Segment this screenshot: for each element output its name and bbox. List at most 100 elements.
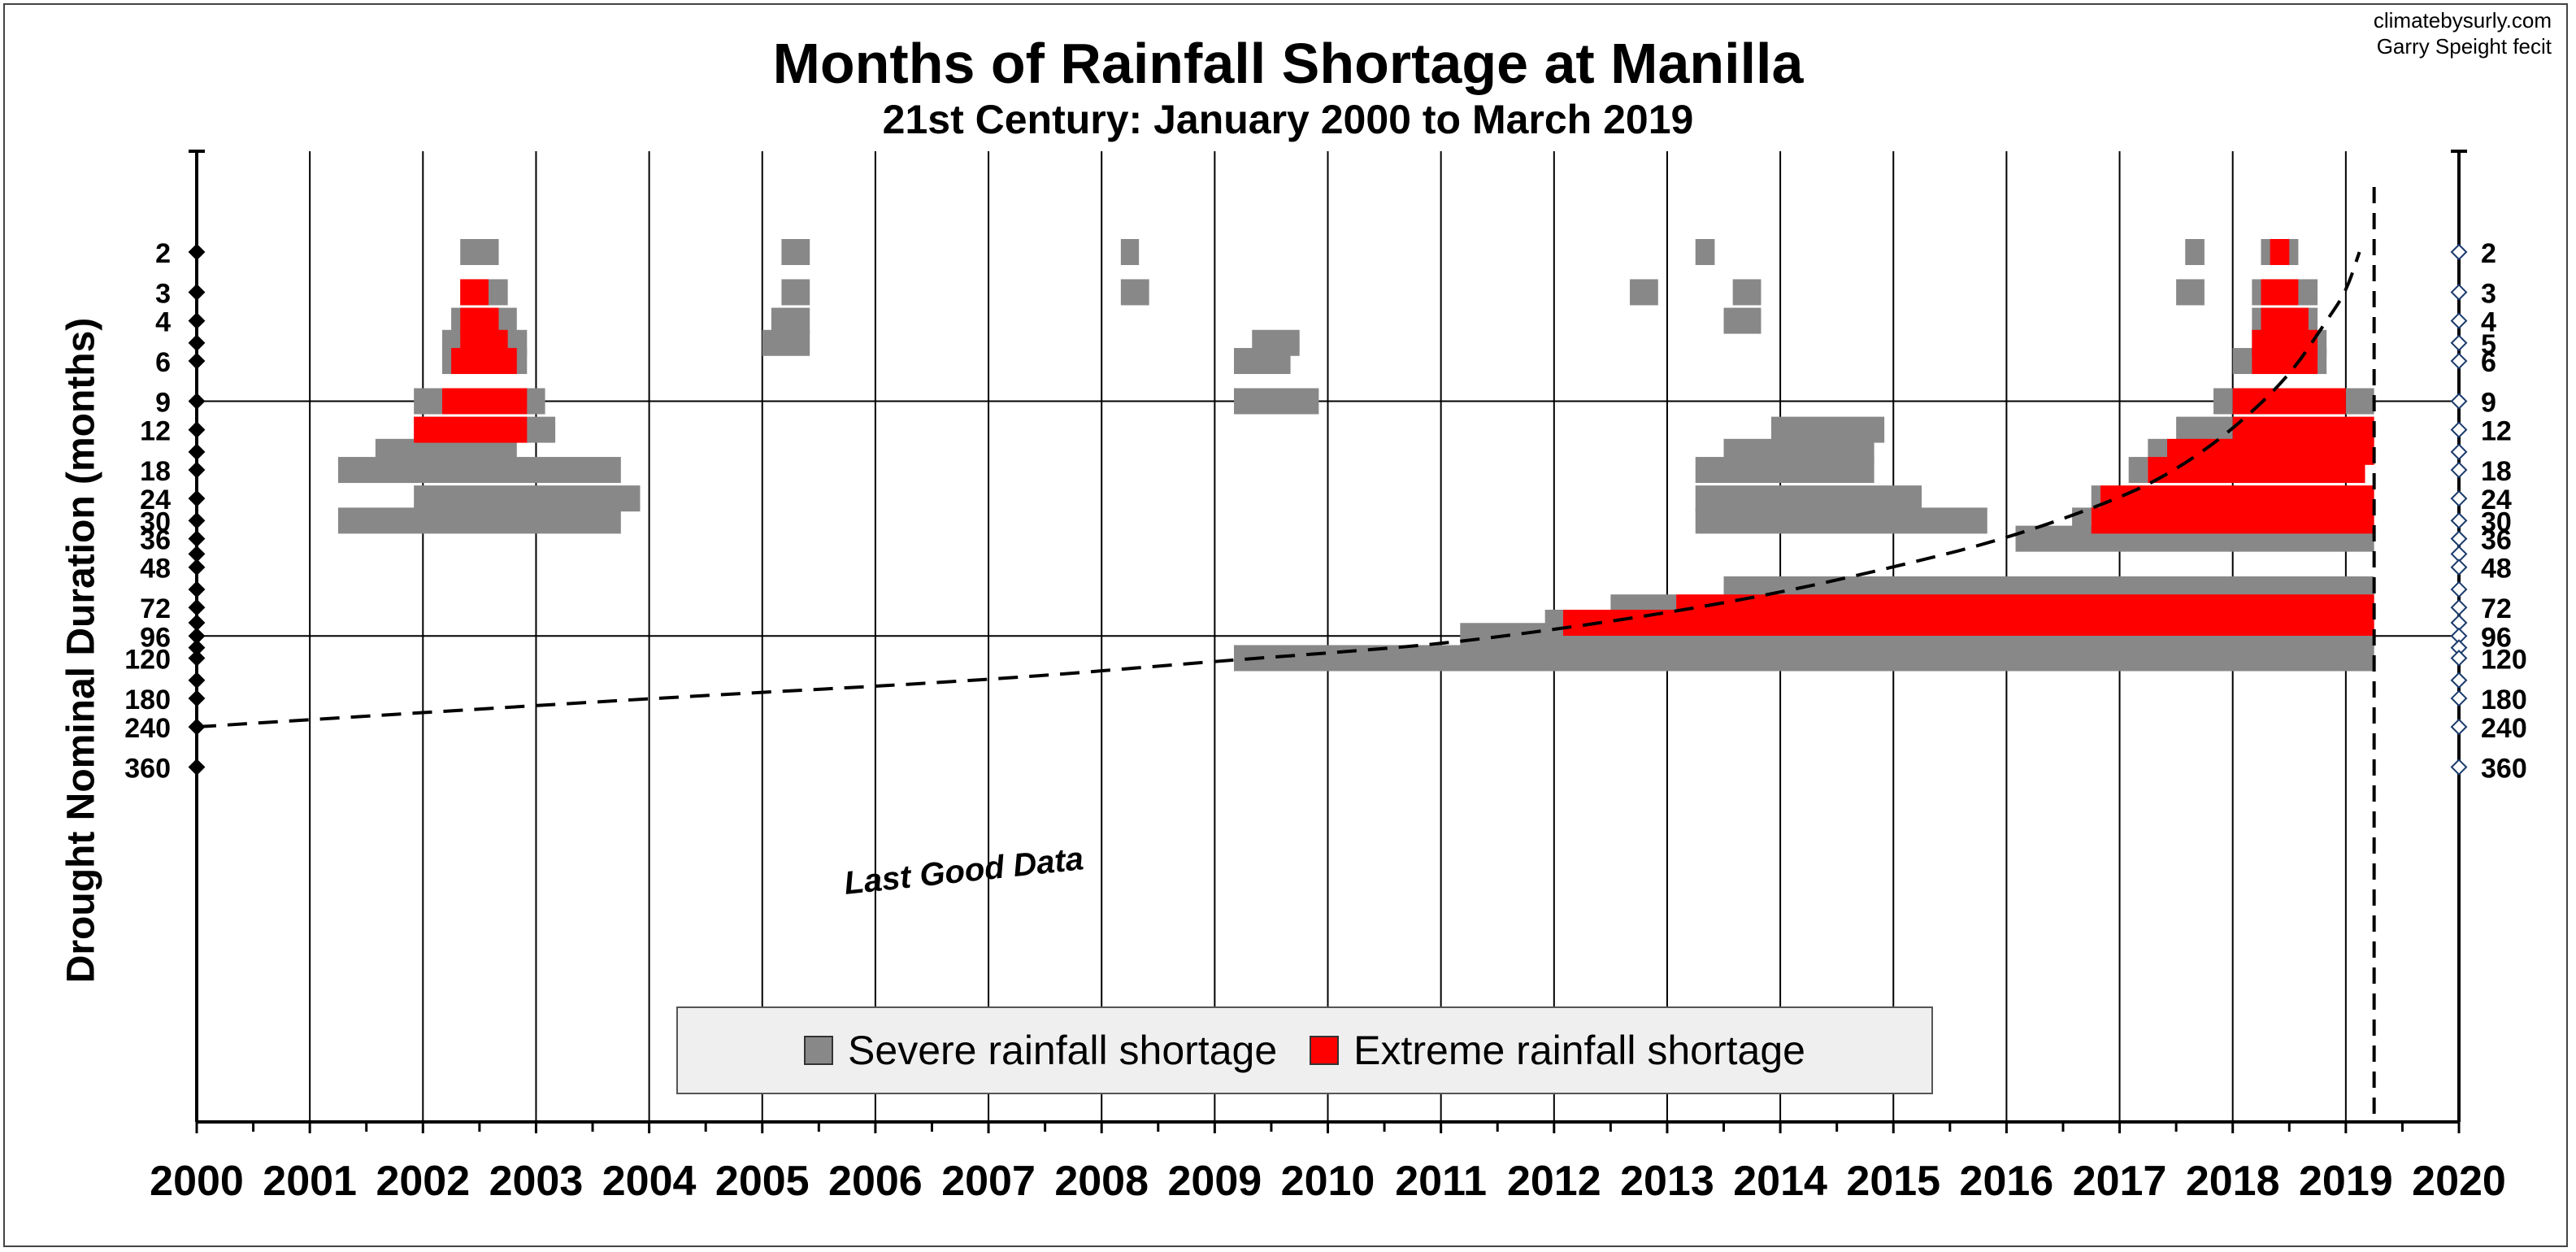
y-tick-label-right: 9 bbox=[2481, 387, 2496, 418]
legend-label-extreme: Extreme rainfall shortage bbox=[1353, 1028, 1805, 1073]
y-marker-right bbox=[2450, 312, 2468, 329]
severe-shortage-bar bbox=[1732, 279, 1761, 306]
severe-shortage-bar bbox=[2128, 457, 2148, 484]
y-tick-label-left: 180 bbox=[124, 685, 171, 715]
extreme-shortage-bar bbox=[2252, 329, 2318, 356]
severe-shortage-bar bbox=[1120, 279, 1149, 306]
x-tick-label: 2015 bbox=[1846, 1158, 1940, 1205]
y-marker-left bbox=[188, 511, 206, 529]
y-tick-label-right: 30 bbox=[2481, 506, 2512, 537]
credit-website: climatebysurly.com bbox=[2373, 8, 2552, 33]
y-tick-label-right: 96 bbox=[2481, 622, 2512, 653]
y-tick-label-left: 48 bbox=[140, 554, 171, 585]
y-tick-label-right: 12 bbox=[2481, 416, 2512, 447]
y-tick-label-right: 360 bbox=[2481, 754, 2527, 785]
y-tick-label-right: 240 bbox=[2481, 713, 2527, 744]
y-tick-label-left: 9 bbox=[155, 387, 171, 418]
legend-item-severe: Severe rainfall shortage bbox=[804, 1027, 1277, 1074]
x-tick-label: 2008 bbox=[1054, 1158, 1149, 1205]
y-marker-right bbox=[2450, 334, 2468, 352]
y-marker-right bbox=[2450, 598, 2468, 616]
severe-shortage-bar bbox=[1723, 307, 1761, 334]
chart-subtitle: 21st Century: January 2000 to March 2019 bbox=[882, 97, 1694, 142]
y-tick-label-left: 3 bbox=[155, 278, 171, 309]
severe-shortage-bar bbox=[2176, 416, 2233, 443]
y-marker-left bbox=[188, 489, 206, 507]
credit-author: Garry Speight fecit bbox=[2376, 34, 2552, 59]
y-tick-label-left: 72 bbox=[140, 593, 171, 624]
y-tick-label-right: 72 bbox=[2481, 593, 2512, 624]
y-axis-label: Drought Nominal Duration (months) bbox=[59, 317, 103, 984]
severe-shortage-bar bbox=[2185, 239, 2205, 265]
x-tick-label: 2002 bbox=[376, 1158, 470, 1205]
severe-shortage-bar bbox=[771, 307, 810, 334]
y-marker-left bbox=[188, 598, 206, 616]
y-marker-right bbox=[2450, 650, 2468, 667]
severe-shortage-bar bbox=[2345, 388, 2374, 415]
x-tick-label: 2009 bbox=[1168, 1158, 1262, 1205]
y-marker-right bbox=[2450, 461, 2468, 479]
extreme-shortage-bar bbox=[2232, 416, 2374, 443]
chart-title: Months of Rainfall Shortage at Manilla bbox=[772, 32, 1804, 95]
x-tick-label: 2001 bbox=[263, 1158, 357, 1205]
y-marker-right bbox=[2450, 489, 2468, 507]
y-marker-right bbox=[2450, 511, 2468, 529]
y-tick-label-right: 4 bbox=[2481, 307, 2496, 338]
x-tick-label: 2006 bbox=[828, 1158, 923, 1205]
y-tick-label-right: 5 bbox=[2481, 329, 2496, 360]
severe-shortage-bar bbox=[337, 457, 621, 484]
y-tick-label-left: 4 bbox=[155, 307, 171, 338]
x-tick-label: 2020 bbox=[2412, 1158, 2506, 1205]
y-tick-label-left: 36 bbox=[140, 525, 171, 556]
y-marker-right bbox=[2450, 530, 2468, 548]
severe-shortage-bar bbox=[1234, 645, 2374, 672]
severe-shortage-bar bbox=[1695, 485, 1922, 512]
severe-shortage-bar bbox=[337, 507, 621, 534]
y-marker-left bbox=[188, 559, 206, 576]
y-marker-right bbox=[2450, 421, 2468, 439]
legend-item-extreme: Extreme rainfall shortage bbox=[1310, 1027, 1805, 1074]
extreme-shortage-bar bbox=[460, 279, 489, 306]
y-marker-left bbox=[188, 443, 206, 461]
y-tick-label-right: 2 bbox=[2481, 238, 2496, 269]
legend-swatch-extreme bbox=[1310, 1036, 1340, 1065]
x-tick-label: 2013 bbox=[1620, 1158, 1714, 1205]
severe-shortage-bar bbox=[1630, 279, 1658, 306]
y-tick-label-left: 30 bbox=[140, 506, 171, 537]
x-tick-label: 2018 bbox=[2186, 1158, 2280, 1205]
severe-shortage-bar bbox=[1544, 609, 1563, 636]
severe-shortage-bar bbox=[781, 279, 810, 306]
y-marker-left bbox=[188, 352, 206, 370]
last-good-data-curve bbox=[196, 251, 2361, 729]
x-tick-label: 2004 bbox=[602, 1158, 697, 1205]
severe-shortage-bar bbox=[1695, 507, 1987, 534]
y-marker-left bbox=[188, 284, 206, 301]
y-tick-label-right: 6 bbox=[2481, 347, 2496, 378]
x-tick-label: 2019 bbox=[2299, 1158, 2393, 1205]
y-marker-right bbox=[2450, 689, 2468, 707]
y-marker-right bbox=[2450, 443, 2468, 461]
legend-label-severe: Severe rainfall shortage bbox=[848, 1028, 1278, 1073]
extreme-shortage-bar bbox=[2261, 279, 2299, 306]
y-tick-label-left: 360 bbox=[124, 754, 171, 785]
x-tick-label: 2010 bbox=[1281, 1158, 1375, 1205]
y-tick-label-left: 12 bbox=[140, 416, 171, 447]
y-tick-label-right: 180 bbox=[2481, 685, 2527, 715]
legend-swatch-severe bbox=[804, 1036, 834, 1065]
extreme-shortage-bar bbox=[2270, 239, 2290, 265]
y-marker-right bbox=[2450, 393, 2468, 410]
y-tick-label-left: 96 bbox=[140, 622, 171, 653]
x-tick-label: 2000 bbox=[150, 1158, 244, 1205]
y-marker-left bbox=[188, 243, 206, 261]
y-marker-right bbox=[2450, 759, 2468, 776]
y-marker-left bbox=[188, 689, 206, 707]
y-tick-label-right: 48 bbox=[2481, 554, 2512, 585]
y-tick-label-left: 6 bbox=[155, 347, 171, 378]
x-tick-label: 2003 bbox=[489, 1158, 584, 1205]
y-marker-left bbox=[188, 393, 206, 410]
extreme-shortage-bar bbox=[1676, 594, 2374, 621]
y-marker-left bbox=[188, 672, 206, 689]
y-marker-right bbox=[2450, 284, 2468, 301]
y-marker-left bbox=[188, 461, 206, 479]
